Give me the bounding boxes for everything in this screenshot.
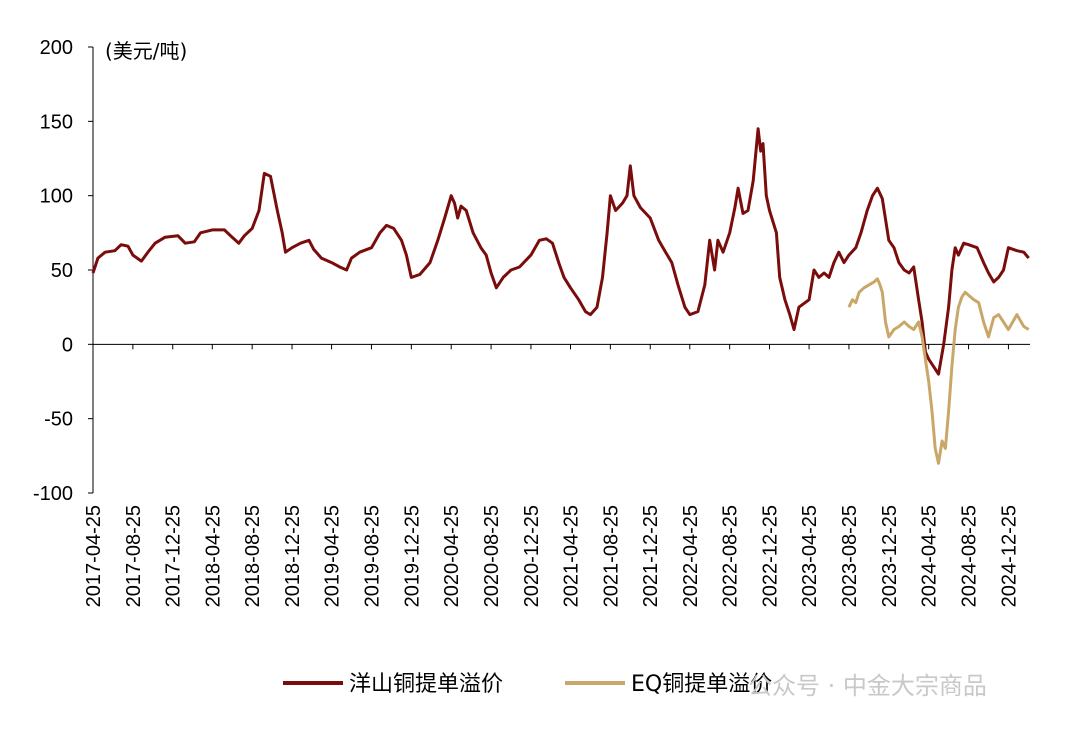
series-line-2 — [847, 277, 1030, 465]
unit-label: (美元/吨) — [105, 39, 187, 63]
x-tick-label: 2017-12-25 — [163, 505, 185, 607]
x-tick-label: 2022-08-25 — [720, 505, 742, 607]
x-tick-label: 2017-08-25 — [123, 505, 145, 607]
x-tick-label: 2019-04-25 — [322, 505, 344, 607]
x-tick-label: 2023-08-25 — [839, 505, 861, 607]
series-layer — [91, 127, 1030, 465]
x-tick-label: 2019-08-25 — [361, 505, 383, 607]
x-tick-label: 2024-04-25 — [919, 505, 941, 607]
x-tick-label: 2018-04-25 — [202, 505, 224, 607]
legend: 洋山铜提单溢价 EQ铜提单溢价 — [283, 672, 772, 697]
legend-label: 洋山铜提单溢价 — [349, 672, 503, 697]
y-tick-label: -100 — [33, 483, 73, 505]
watermark: 公众号 · 中金大宗商品 — [748, 672, 987, 700]
y-tick-label: -50 — [44, 409, 73, 431]
x-tick-label: 2021-04-25 — [560, 505, 582, 607]
y-tick-label: 200 — [40, 37, 73, 59]
x-tick-label: 2019-12-25 — [401, 505, 423, 607]
y-tick-label: 50 — [51, 260, 73, 282]
series-line-1 — [91, 127, 1030, 376]
axes: 200 150 100 50 0 -50 -100 2017-04-25 2017-08-25 2… — [33, 37, 1030, 607]
y-tick-label: 150 — [40, 111, 73, 133]
x-tick-label: 2020-12-25 — [521, 505, 543, 607]
x-tick-label: 2018-08-25 — [242, 505, 264, 607]
y-tick-label: 100 — [40, 186, 73, 208]
legend-label: EQ铜提单溢价 — [631, 672, 772, 697]
x-tick-label: 2024-08-25 — [959, 505, 981, 607]
x-tick-label: 2021-08-25 — [600, 505, 622, 607]
x-tick-label: 2020-04-25 — [441, 505, 463, 607]
y-tick-label: 0 — [62, 334, 73, 356]
x-tick-label: 2020-08-25 — [481, 505, 503, 607]
x-tick-label: 2022-04-25 — [680, 505, 702, 607]
x-tick-label: 2018-12-25 — [282, 505, 304, 607]
x-tick-label: 2017-04-25 — [83, 505, 105, 607]
x-tick-label: 2024-12-25 — [998, 505, 1020, 607]
x-tick-label: 2023-12-25 — [879, 505, 901, 607]
x-tick-label: 2021-12-25 — [640, 505, 662, 607]
x-tick-label: 2022-12-25 — [760, 505, 782, 607]
x-tick-label: 2023-04-25 — [799, 505, 821, 607]
